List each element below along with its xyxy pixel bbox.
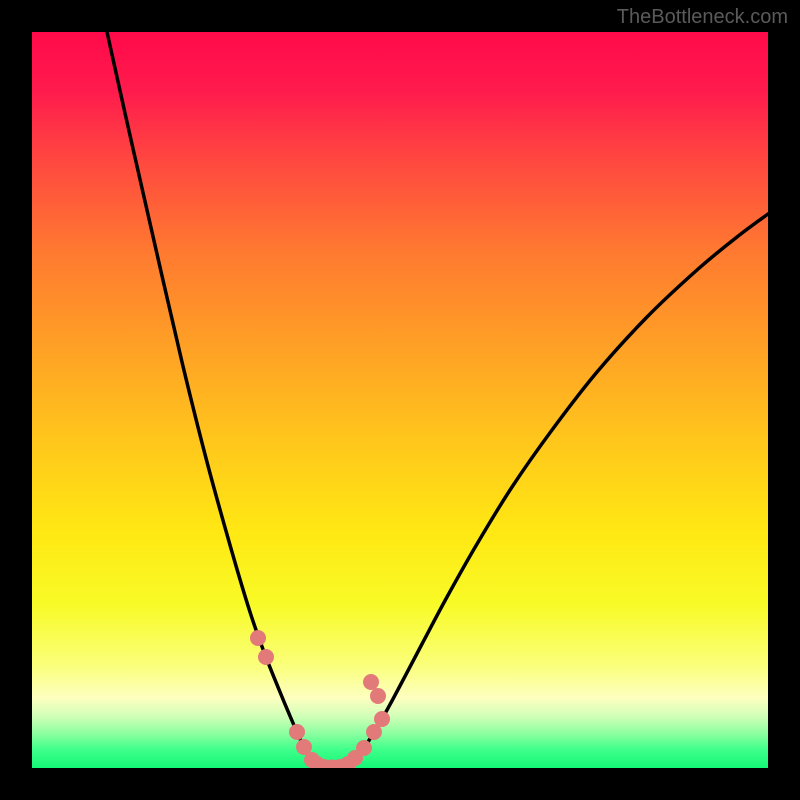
gradient-background — [32, 32, 768, 768]
plot-area — [32, 32, 768, 768]
watermark-text: TheBottleneck.com — [617, 6, 788, 29]
